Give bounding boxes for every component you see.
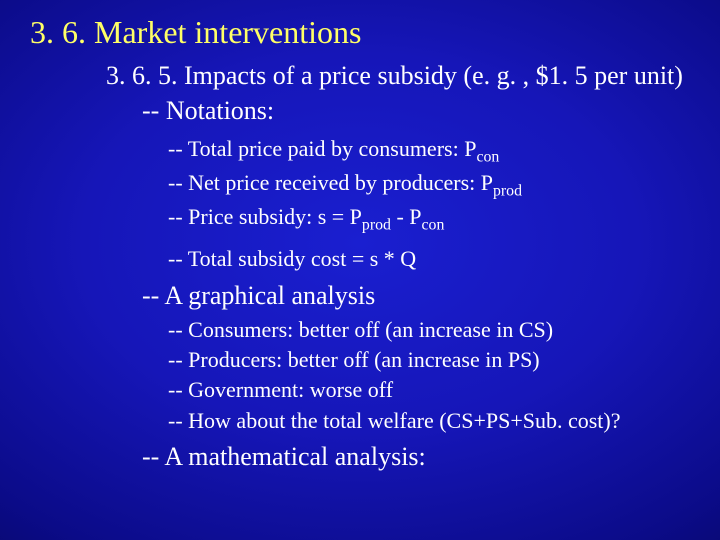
text-part: -- Net price received by producers: P [168,170,493,195]
graphical-government: -- Government: worse off [168,375,690,405]
text-part: -- Total price paid by consumers: P [168,136,476,161]
text-part: -- Price subsidy: s = P [168,204,362,229]
subscript-con: con [422,216,445,233]
graphical-list: -- Consumers: better off (an increase in… [168,315,690,436]
text-part: - P [391,204,422,229]
notation-producer-price: -- Net price received by producers: Ppro… [168,168,690,202]
subscript-con: con [476,148,499,165]
notations-heading: -- Notations: [142,94,690,127]
slide-subtitle: 3. 6. 5. Impacts of a price subsidy (e. … [106,59,690,92]
graphical-producers: -- Producers: better off (an increase in… [168,345,690,375]
graphical-welfare: -- How about the total welfare (CS+PS+Su… [168,406,690,436]
math-heading: -- A mathematical analysis: [142,442,690,472]
subscript-prod: prod [362,216,391,233]
slide-title: 3. 6. Market interventions [30,14,690,51]
graphical-consumers: -- Consumers: better off (an increase in… [168,315,690,345]
graphical-heading: -- A graphical analysis [142,281,690,311]
notation-subsidy: -- Price subsidy: s = Pprod - Pcon [168,202,690,236]
notation-consumer-price: -- Total price paid by consumers: Pcon [168,134,690,168]
notation-total-cost: -- Total subsidy cost = s * Q [168,244,690,274]
notations-list: -- Total price paid by consumers: Pcon -… [168,134,690,275]
subscript-prod: prod [493,182,522,199]
slide-root: 3. 6. Market interventions 3. 6. 5. Impa… [0,0,720,486]
